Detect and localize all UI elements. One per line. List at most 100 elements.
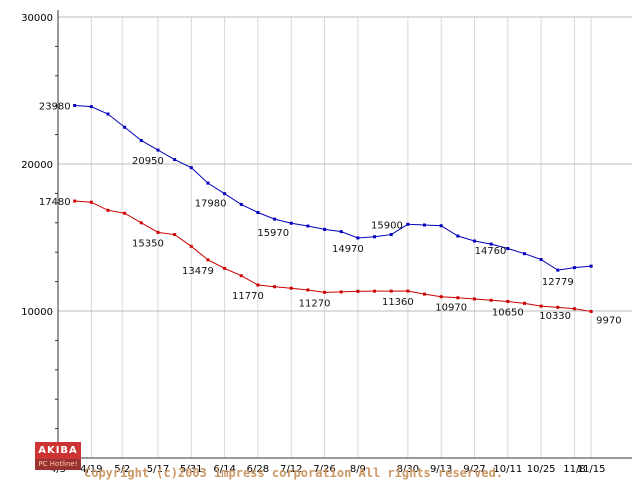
upper-price-series-marker [173,158,177,162]
upper-price-series-marker [373,235,377,239]
lower-price-series-marker [106,208,110,212]
upper-price-series-line [74,104,592,271]
point-value-label: 15350 [132,238,164,249]
upper-price-series-marker [106,112,110,116]
point-value-label: 10970 [435,303,467,314]
upper-price-series-marker [139,138,143,142]
lower-price-series-marker [323,290,327,294]
point-value-label: 17480 [39,197,71,208]
lower-price-series-marker [556,305,560,309]
lower-price-series-marker [489,298,493,302]
lower-price-series-marker [339,290,343,294]
x-tick-label: 6/28 [247,464,269,475]
upper-price-series-marker [189,166,193,170]
point-value-label: 15970 [257,228,289,239]
lower-price-series-marker [239,274,243,278]
lower-price-series-line [74,200,592,312]
lower-price-series-marker [189,244,193,248]
lower-price-series-marker [206,258,210,262]
upper-price-series-marker [473,239,476,243]
upper-price-series-marker [239,202,243,206]
x-tick-label: 11/15 [577,464,606,475]
upper-price-series-marker [489,242,493,246]
lower-price-series-marker [572,307,576,311]
x-tick-label: 5/17 [147,464,169,475]
y-tick-label: 10000 [21,307,53,318]
upper-price-series-marker [556,268,560,272]
lower-price-series-marker [89,200,93,204]
point-value-label: 9970 [596,315,621,326]
upper-price-series-marker [289,221,293,225]
upper-price-series-marker [256,211,260,215]
x-tick-label: 8/30 [397,464,419,475]
lower-price-series-marker [356,289,360,293]
y-tick-label: 20000 [21,160,53,171]
x-tick-label: 9/27 [463,464,485,475]
lower-price-series-marker [539,304,543,308]
lower-price-series-marker [439,295,443,299]
footer: Copyright (c)2003 impress corporation Al… [84,439,503,480]
lower-price-series-marker [173,233,177,237]
x-tick-label: 5/31 [180,464,202,475]
upper-price-series-marker [539,258,543,262]
x-tick-label: 11/8 [563,464,585,475]
lower-price-series-marker [123,211,127,215]
upper-price-series-marker [206,181,210,185]
upper-price-series-marker [323,227,327,231]
x-tick-label: 9/13 [430,464,452,475]
lower-price-series-marker [273,285,277,289]
point-value-label: 12779 [542,277,574,288]
upper-price-series-marker [306,224,310,228]
lower-price-series-marker [506,299,510,303]
lower-price-series-marker [139,221,143,225]
lower-price-series-marker [373,289,377,293]
upper-price-series-marker [423,223,427,227]
point-value-label: 14760 [475,246,507,257]
upper-price-series-marker [123,125,127,129]
copyright-text: Copyright (c)2003 impress corporation Al… [84,466,504,480]
upper-price-series-marker [456,234,460,238]
lower-price-series-marker [256,283,260,287]
lower-price-series-marker [389,289,393,293]
upper-price-series-marker [506,247,510,251]
upper-price-series-marker [522,252,526,256]
lower-price-series-marker [522,301,526,305]
lower-price-series-marker [473,297,476,301]
point-value-label: 13479 [182,266,214,277]
y-tick-label: 30000 [21,13,53,24]
point-value-label: 23980 [39,101,71,112]
x-tick-label: 8/9 [350,464,366,475]
x-tick-label: 5/2 [114,464,130,475]
upper-price-series-marker [389,233,393,237]
x-tick-label: 10/11 [493,464,522,475]
point-value-label: 10650 [492,307,524,318]
upper-price-series-marker [406,222,410,226]
x-tick-label: 4/19 [80,464,102,475]
lower-price-series-marker [406,289,410,293]
upper-price-series-marker [223,192,227,196]
point-value-label: 11360 [382,297,414,308]
upper-price-series-marker [73,103,77,107]
upper-price-series-marker [356,236,360,240]
upper-price-series-marker [89,105,93,109]
point-value-label: 10330 [539,311,571,322]
lower-price-series-marker [73,199,77,203]
akiba-logo-title: AKIBA [35,442,81,459]
point-value-label: 20950 [132,156,164,167]
upper-price-series-marker [572,266,576,270]
lower-price-series-marker [589,309,593,313]
upper-price-series-marker [339,230,343,234]
akiba-logo-subtitle: PC Hotline! [35,459,81,470]
lower-price-series-marker [306,288,310,292]
x-tick-label: 7/26 [313,464,335,475]
akiba-logo[interactable]: AKIBA PC Hotline! [35,442,81,470]
point-value-label: 17980 [195,199,227,210]
upper-price-series-marker [439,224,443,228]
point-value-label: 15900 [371,220,403,231]
upper-price-series-marker [273,217,277,221]
point-value-label: 11270 [299,298,331,309]
lower-price-series-marker [456,296,460,300]
lower-price-series-marker [289,286,293,290]
